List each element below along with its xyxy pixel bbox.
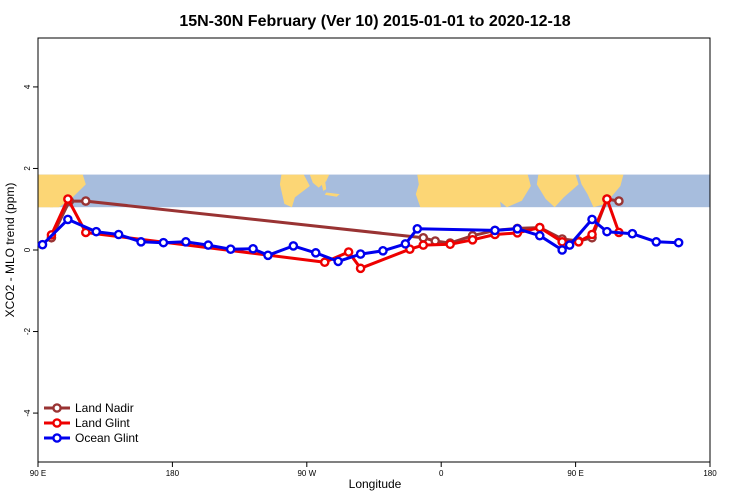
data-point-land-glint [343,247,354,257]
data-point-ocean-glint [673,237,684,248]
data-point-ocean-glint [263,250,273,261]
data-point-land-glint [573,237,584,247]
series-layer [37,194,684,274]
legend-marker-ocean-glint [52,433,62,443]
data-point-ocean-glint [490,225,500,236]
data-point-ocean-glint [203,240,214,250]
chart-title: 15N-30N February (Ver 10) 2015-01-01 to … [179,13,570,30]
data-point-land-glint [80,227,91,238]
data-point-ocean-glint [63,214,73,225]
y-tick-label: -4 [23,409,32,417]
data-point-ocean-glint [378,246,388,256]
data-point-land-glint [63,194,73,204]
x-tick-label: 90 E [30,469,46,478]
series-land-glint [46,194,624,274]
data-point-ocean-glint [113,229,124,240]
data-point-land-glint [418,240,429,250]
data-point-ocean-glint [400,239,411,249]
world-map-band [38,174,710,208]
legend-marker-land-nadir [52,403,62,413]
x-axis: 90 E 180 90 W 0 90 E 180 [30,462,717,478]
y-tick-label: -2 [23,327,32,335]
data-point-ocean-glint [564,240,575,250]
map-land-arabia [492,174,531,208]
data-point-land-glint [602,194,612,204]
y-axis-label: XCO2 - MLO trend (ppm) [3,183,17,318]
data-point-ocean-glint [136,237,146,247]
data-point-land-glint [319,257,330,268]
data-point-ocean-glint [412,223,423,234]
data-point-ocean-glint [248,243,258,254]
data-point-ocean-glint [512,223,523,234]
plot-frame [37,37,711,463]
data-point-ocean-glint [288,241,299,251]
data-point-land-glint [557,237,567,247]
data-point-land-glint [467,235,478,245]
legend-label-land-glint: Land Glint [75,416,130,430]
data-point-land-glint [355,263,366,274]
map-land-india [536,174,579,208]
x-axis-label: Longitude [349,477,402,491]
data-point-ocean-glint [37,239,48,250]
data-point-land-glint [587,229,597,240]
data-point-ocean-glint [225,244,236,254]
data-point-ocean-glint [602,226,612,237]
data-point-ocean-glint [651,237,662,247]
data-point-land-nadir [80,196,91,206]
map-land-asia [49,174,86,208]
x-tick-label: 90 E [567,469,583,478]
map-land-seasia [578,174,624,208]
x-tick-label: 90 W [297,469,316,478]
y-axis: -4 -2 0 2 4 [23,84,38,417]
legend-marker-land-glint [52,418,62,428]
x-tick-label: 180 [703,469,717,478]
data-point-ocean-glint [181,237,191,247]
data-point-ocean-glint [310,248,321,258]
data-point-ocean-glint [91,226,102,237]
data-point-ocean-glint [587,214,597,225]
data-point-land-nadir [418,232,429,243]
map-land-mexico [279,174,310,208]
data-point-ocean-glint [557,245,567,255]
y-tick-label: 0 [23,247,32,252]
series-ocean-glint [37,214,684,267]
x-tick-label: 180 [166,469,180,478]
data-point-ocean-glint [158,237,169,248]
legend-label-ocean-glint: Ocean Glint [75,431,139,445]
legend-label-land-nadir: Land Nadir [75,401,134,415]
data-point-land-nadir [614,196,624,206]
data-point-ocean-glint [627,228,638,239]
data-point-ocean-glint [333,256,343,267]
data-point-ocean-glint [355,249,366,259]
map-land-africa [415,174,501,208]
y-tick-label: 4 [23,84,32,89]
x-tick-label: 0 [439,469,444,478]
y-tick-label: 2 [23,166,32,171]
data-point-land-glint [534,222,545,233]
map-land-florida [320,177,327,191]
series-line-ocean-glint [41,217,679,263]
data-point-ocean-glint [534,230,545,241]
data-point-land-glint [445,239,455,250]
map-land-cuba [324,192,340,197]
